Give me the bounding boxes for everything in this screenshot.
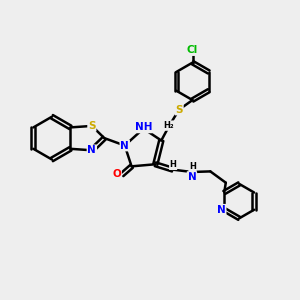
Text: N: N (120, 140, 129, 151)
Text: N: N (217, 205, 226, 215)
Text: H₂: H₂ (164, 121, 174, 130)
Text: H: H (170, 160, 177, 169)
Text: H: H (189, 162, 196, 171)
Text: S: S (176, 105, 183, 115)
Text: O: O (112, 169, 121, 179)
Text: NH: NH (135, 122, 152, 132)
Text: Cl: Cl (187, 45, 198, 55)
Text: N: N (88, 145, 96, 155)
Text: N: N (188, 172, 196, 182)
Text: S: S (88, 121, 96, 131)
